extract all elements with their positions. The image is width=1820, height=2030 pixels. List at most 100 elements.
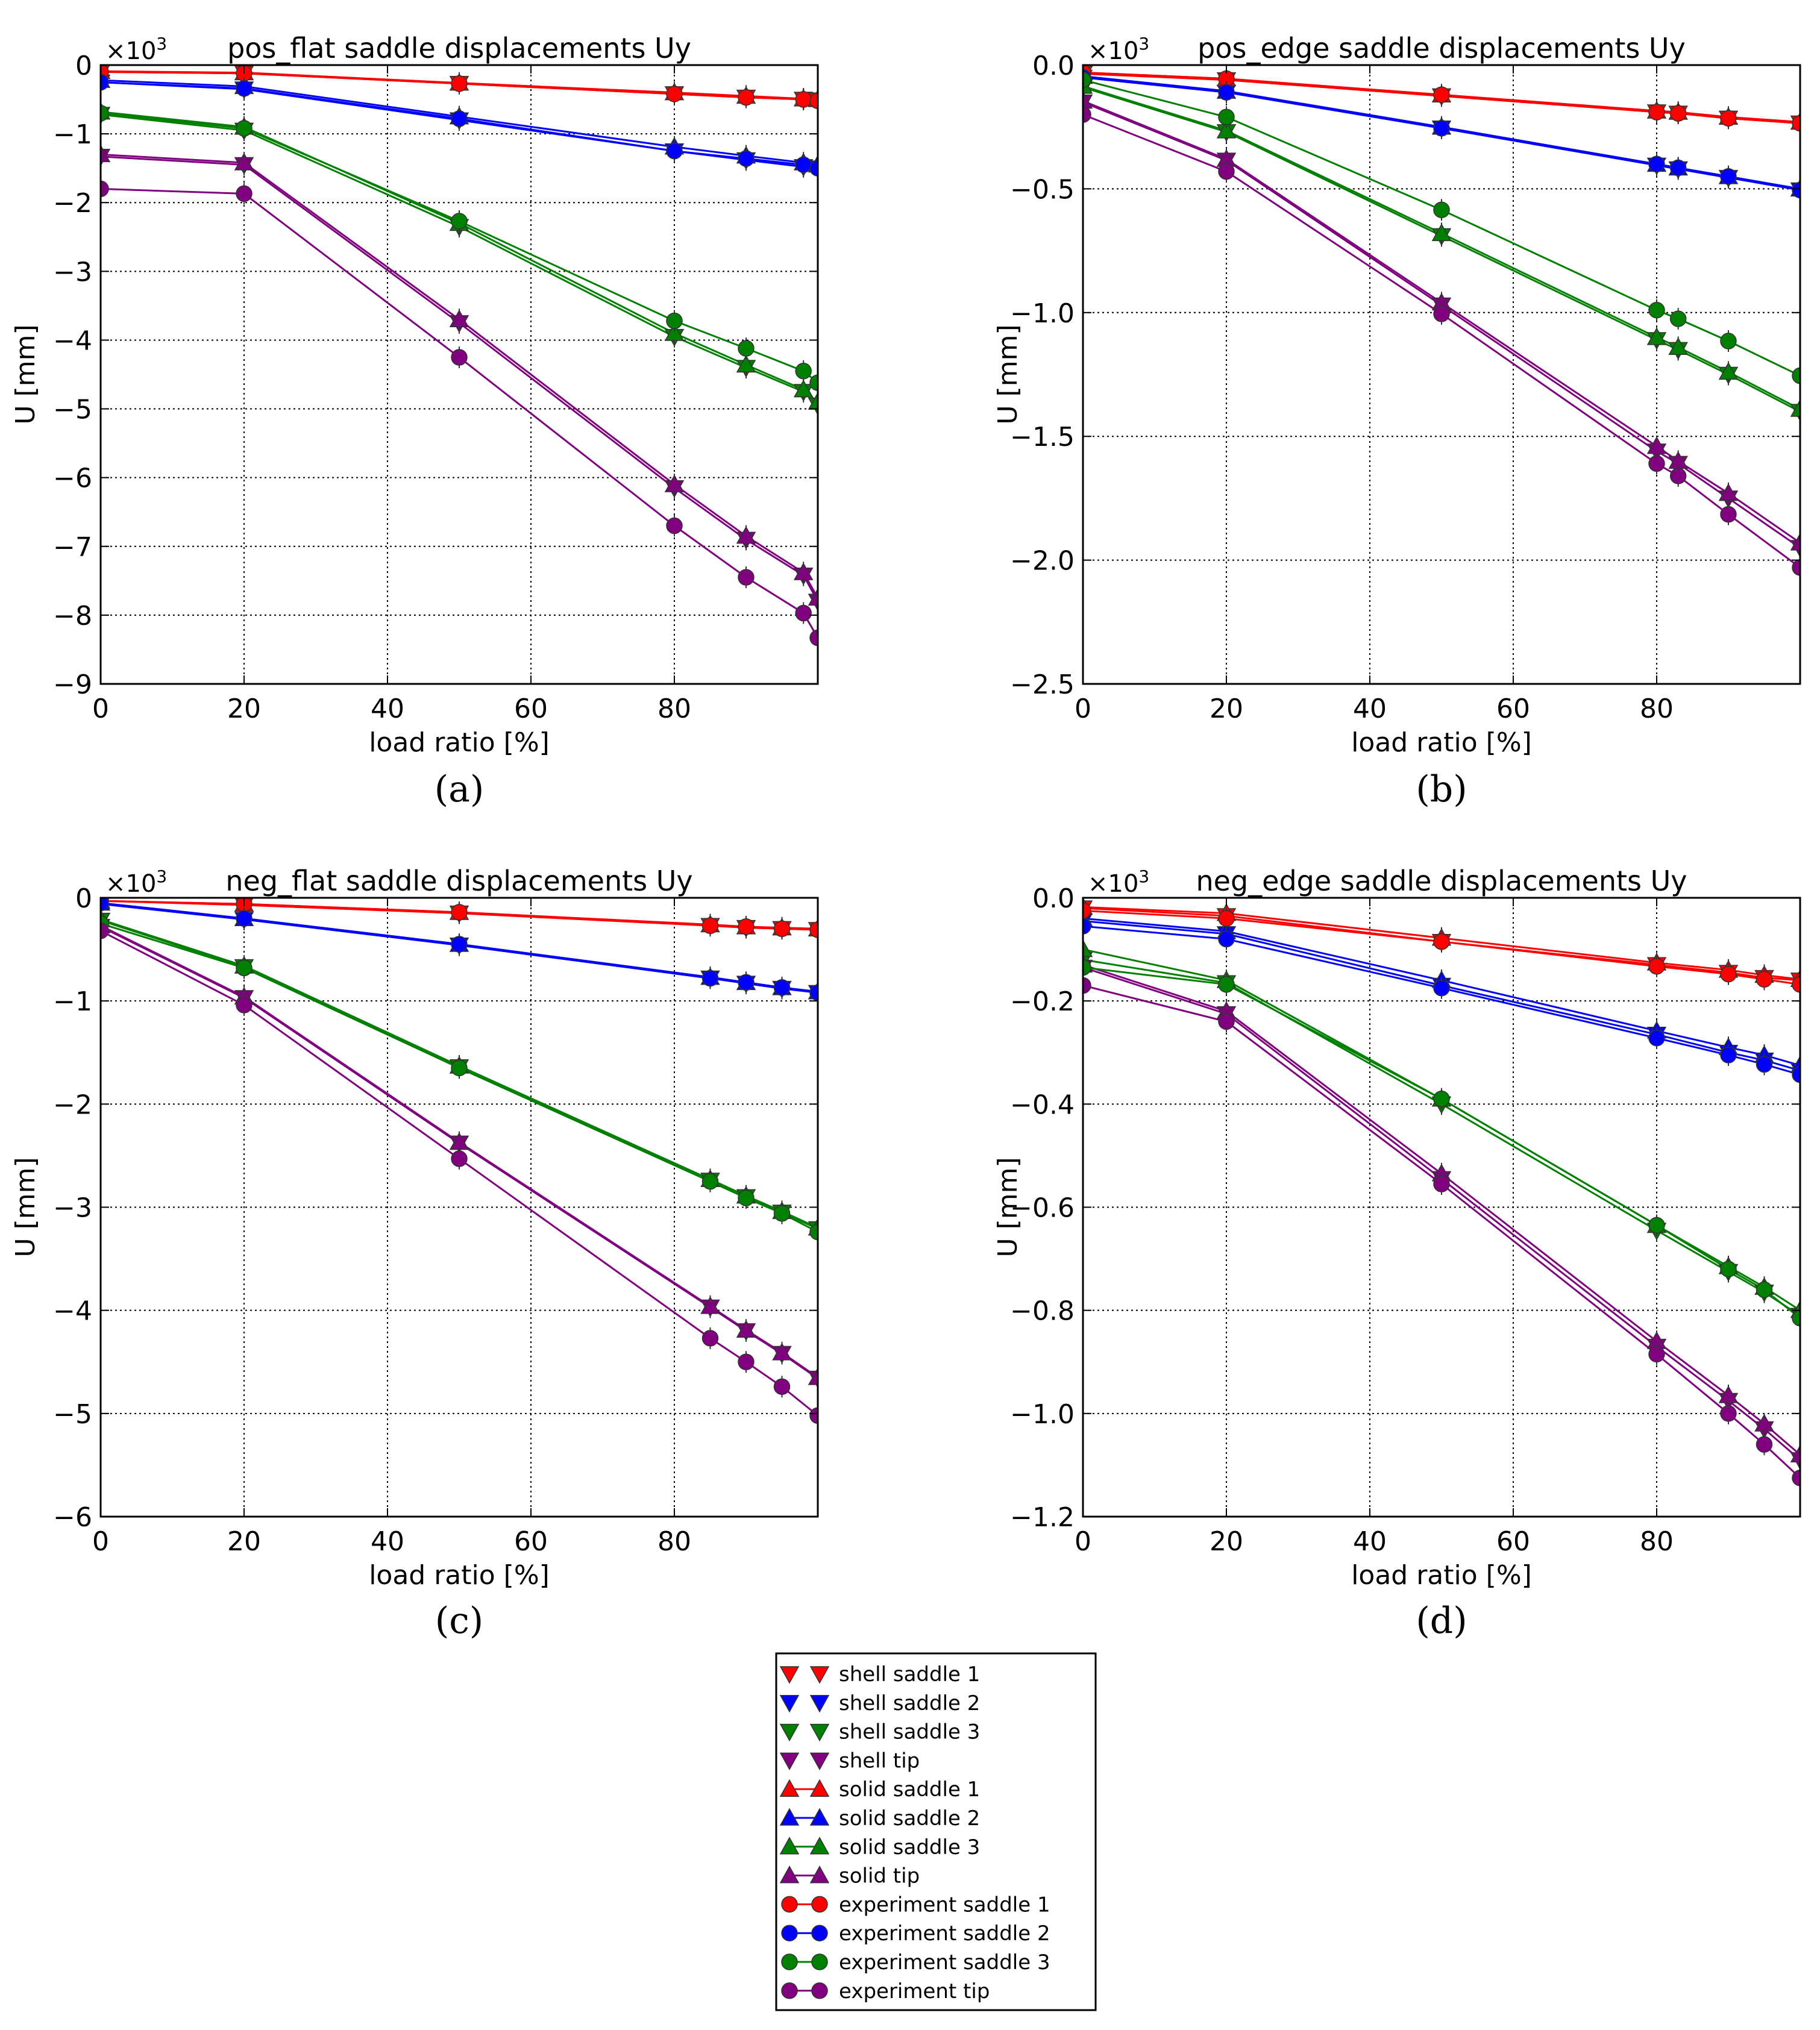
data-point-exp_tip [1792,1470,1800,1486]
legend-label: shell saddle 1 [839,1662,980,1687]
data-point-exp_tip [101,923,109,939]
data-point-solid_tip [234,152,254,171]
legend-marker [781,1896,798,1913]
legend-label: experiment saddle 1 [839,1893,1050,1917]
y-tick-label: 0 [75,883,92,914]
x-axis-label: load ratio [%] [369,1560,550,1591]
data-point-exp_s1 [666,86,683,102]
data-point-solid_s3 [664,323,685,341]
x-tick-label: 20 [227,1526,261,1557]
y-tick-label: −5 [53,395,92,425]
data-point-solid_tip [1718,483,1739,501]
data-point-exp_s2 [809,160,818,177]
legend-marker [781,1953,798,1970]
data-point-exp_s3 [1720,1261,1737,1277]
x-tick-label: 60 [514,1526,548,1557]
data-point-exp_tip [1720,506,1737,523]
legend-label: shell saddle 3 [839,1720,980,1744]
data-point-exp_s3 [666,312,683,330]
y-tick-label: −5 [53,1399,92,1430]
data-point-exp_s1 [701,917,719,934]
data-point-solid_s3 [793,380,814,398]
data-point-exp_s3 [738,340,755,357]
data-point-solid_tip [772,1342,792,1361]
chart-panel-1: 0 20 40 60 80 0 −1 −2 −3 −4 −5 −6 −7 −8 −9 ×103 pos_flat… [10,32,819,810]
data-point-exp_s3 [773,1205,791,1222]
y-tick-label: −1.0 [1010,298,1075,329]
data-point-exp_s3 [795,363,812,380]
data-point-exp_s1 [1083,902,1091,919]
legend-entry: solid saddle 1 [779,1778,980,1802]
legend-marker [811,1896,828,1913]
y-tick-label: −2 [53,1089,92,1120]
y-tick-label: −2.0 [1010,546,1075,577]
data-point-exp_tip [809,629,818,647]
data-point-exp_s3 [236,959,253,977]
panel-label: (b) [1416,768,1467,810]
x-axis-label: load ratio [%] [1351,1560,1532,1591]
legend-entry: experiment saddle 2 [781,1922,1050,1946]
data-point-solid_s3 [808,392,818,410]
data-point-solid_s3 [1216,121,1237,139]
data-point-solid_tip [1790,533,1800,551]
data-point-exp_s3 [809,374,818,391]
x-tick-label: 60 [514,694,548,724]
data-point-exp_s3 [1669,310,1687,327]
chart-title: neg_edge saddle displacements Uy [1196,865,1687,897]
y-tick-label: −2.5 [1010,669,1075,700]
data-point-exp_s2 [701,970,719,987]
x-tick-label: 60 [1496,694,1530,724]
axis-multiplier: ×103 [1088,866,1149,898]
data-point-exp_s2 [1648,155,1665,173]
legend-marker [809,1837,830,1855]
data-point-exp_s1 [1648,104,1665,121]
y-tick-label: −0.2 [1010,986,1075,1017]
data-point-exp_s2 [1218,930,1235,948]
panel-label: (a) [435,768,485,810]
legend-label: solid tip [839,1864,920,1888]
data-point-exp_s3 [1218,976,1235,993]
legend-marker [809,1752,830,1770]
series-line-exp_tip [101,187,818,639]
data-point-exp_tip [701,1330,719,1347]
legend-marker [779,1837,800,1855]
data-point-solid_tip [1790,1444,1800,1463]
x-tick-label: 0 [1075,694,1091,724]
y-tick-label: −9 [53,669,92,700]
chart-title: pos_flat saddle displacements Uy [227,32,691,64]
data-point-exp_tip [236,185,253,202]
data-point-solid_tip [808,1367,818,1385]
y-tick-label: −2 [53,188,92,219]
data-point-exp_s3 [1792,367,1800,384]
data-point-exp_s2 [1218,84,1235,101]
legend-entry: shell tip [779,1749,920,1773]
y-axis-label: U [mm] [993,324,1023,424]
data-point-exp_s3 [236,120,253,137]
data-point-exp_s3 [1720,333,1737,349]
y-tick-label: −4 [53,1296,92,1327]
y-tick-label: −6 [53,1502,92,1533]
data-point-exp_tip [1792,559,1800,576]
legend-entry: experiment tip [781,1979,990,2003]
data-point-exp_s1 [1720,110,1737,127]
data-point-exp_s1 [1669,105,1687,122]
y-tick-label: −1.0 [1010,1399,1075,1430]
data-point-exp_tip [101,180,109,198]
x-axis-label: load ratio [%] [369,727,550,758]
chart-panel-3: 0 20 40 60 80 0 −1 −2 −3 −4 −5 −6 ×103 neg_flat saddl… [10,865,819,1642]
x-tick-label: 60 [1496,1526,1530,1557]
data-point-exp_s2 [101,898,109,912]
data-point-exp_s2 [1792,181,1800,199]
data-point-exp_s2 [1648,1030,1665,1047]
data-point-exp_tip [1083,106,1091,123]
legend-label: solid saddle 3 [839,1835,980,1859]
y-tick-label: −1.2 [1010,1502,1075,1533]
data-point-exp_tip [451,349,468,366]
data-point-exp_tip [1218,163,1235,180]
data-point-exp_s1 [1433,933,1450,950]
data-point-exp_tip [738,1353,755,1370]
panel-label: (c) [435,1600,483,1642]
data-point-exp_s1 [1720,965,1737,983]
data-point-exp_s3 [809,1223,818,1241]
data-point-solid_s3 [1718,362,1739,380]
